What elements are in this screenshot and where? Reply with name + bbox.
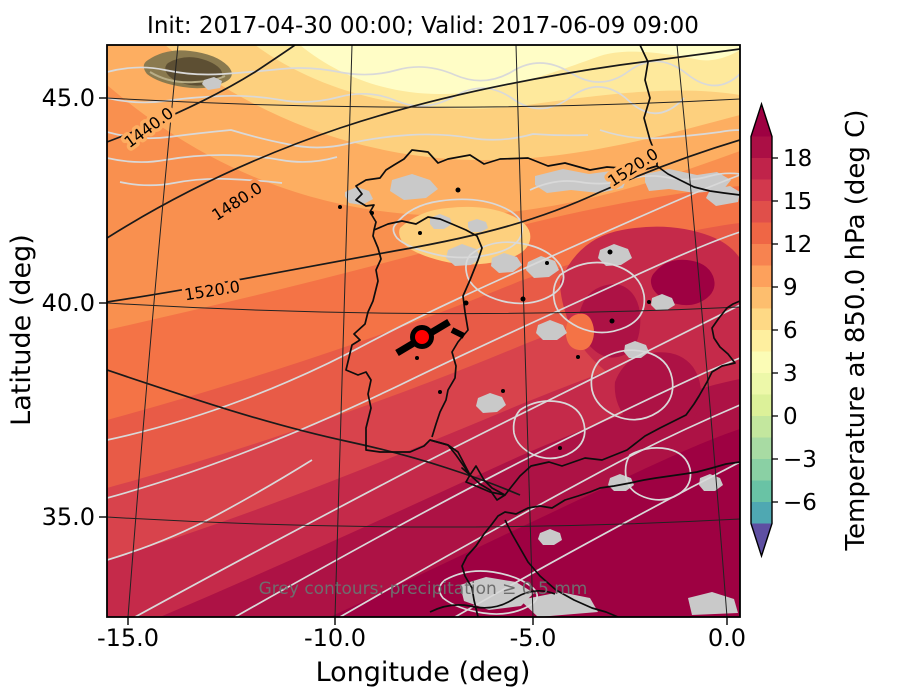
colorbar-arrow-bottom <box>751 523 772 556</box>
x-tick-1: -10.0 <box>304 624 366 652</box>
colorbar-segments <box>751 136 772 524</box>
spain-france-border <box>656 165 740 196</box>
marker-dash <box>450 327 466 339</box>
cb-tick-0: 0 <box>783 404 798 430</box>
colorbar-label: Temperature at 850.0 hPa (deg C) <box>841 110 871 552</box>
graticule <box>107 45 740 617</box>
marker-dot <box>415 330 429 344</box>
cb-tick-15: 15 <box>783 189 812 215</box>
meridian-minus-15 <box>127 45 179 617</box>
axis-ticks <box>99 97 728 625</box>
y-axis-label: Latitude (deg) <box>6 234 37 426</box>
colorbar: 18 15 12 9 6 3 0 −3 −6 Temperature at 85… <box>750 101 871 559</box>
meridian-minus-5 <box>515 45 534 617</box>
cb-tick-18: 18 <box>783 146 812 172</box>
cb-tick-6: 6 <box>783 318 798 344</box>
parallel-40 <box>107 302 740 315</box>
spain-portugal-border <box>373 216 483 438</box>
colorbar-ticks <box>772 157 778 503</box>
bottom-coast-detail <box>429 589 556 613</box>
x-axis-label: Longitude (deg) <box>316 657 531 688</box>
parallel-45 <box>107 97 740 108</box>
x-tick-3: 0.0 <box>708 624 746 652</box>
terrain-patch <box>143 50 232 90</box>
plot-frame <box>106 44 741 618</box>
y-tick-2: 35.0 <box>42 503 95 531</box>
south-coast <box>429 300 740 496</box>
colorbar-arrow-top <box>751 104 772 137</box>
precipitation-note: Grey contours: precipitation ≥ 0.5 mm <box>259 579 588 599</box>
iberia-coastline <box>345 45 658 501</box>
africa-interior-line <box>504 519 619 617</box>
meridian-minus-10 <box>334 45 353 617</box>
y-tick-0: 45.0 <box>42 84 95 112</box>
x-tick-2: -5.0 <box>510 624 557 652</box>
cb-tick-minus6: −6 <box>783 490 817 516</box>
contour-1560 <box>107 369 521 496</box>
cb-tick-9: 9 <box>783 275 798 301</box>
contour-1440 <box>107 45 296 143</box>
x-tick-labels: -15.0 -10.0 -5.0 0.0 <box>97 624 746 652</box>
y-tick-1: 40.0 <box>42 289 95 317</box>
cb-tick-3: 3 <box>783 361 798 387</box>
map-plot-area: 1440.0 1480.0 1520.0 1520.0 Grey contour… <box>107 45 740 617</box>
contour-1480 <box>107 48 740 239</box>
colorbar-outline <box>750 101 773 559</box>
coastlines <box>345 45 740 617</box>
colorbar-tick-labels: 18 15 12 9 6 3 0 −3 −6 <box>783 146 817 516</box>
africa-coastline <box>461 461 740 617</box>
location-marker <box>395 318 466 357</box>
cb-tick-12: 12 <box>783 232 812 258</box>
plot-title: Init: 2017-04-30 00:00; Valid: 2017-06-0… <box>147 13 699 39</box>
x-tick-0: -15.0 <box>97 624 159 652</box>
meridian-0 <box>676 45 728 617</box>
cb-tick-minus3: −3 <box>783 447 817 473</box>
water-dots <box>338 187 651 450</box>
precipitation-contours <box>107 60 740 617</box>
temperature-field <box>107 45 740 617</box>
y-tick-labels: 45.0 40.0 35.0 <box>42 84 95 531</box>
parallel-35 <box>107 516 740 528</box>
